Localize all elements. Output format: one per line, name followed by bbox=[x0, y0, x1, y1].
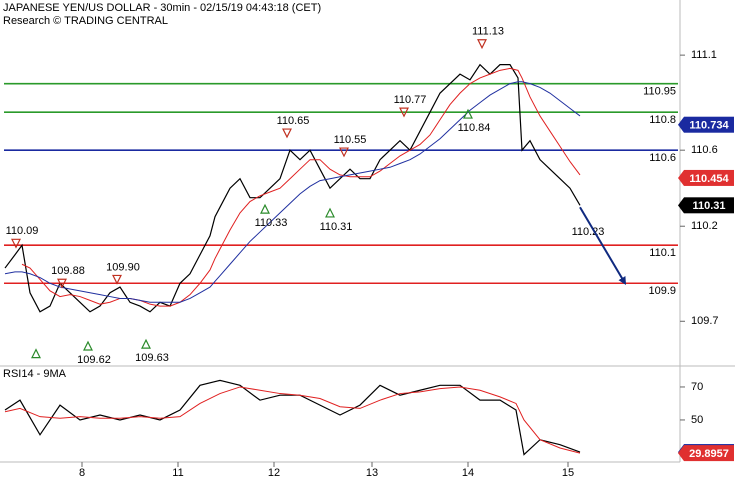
x-tick-label: 13 bbox=[366, 467, 378, 479]
price-marker bbox=[684, 169, 734, 186]
price-marker-tip bbox=[678, 445, 684, 462]
x-tick-label: 15 bbox=[562, 467, 574, 479]
pivot-label: 110.84 bbox=[458, 122, 491, 134]
pivot-label: 109.63 bbox=[135, 352, 169, 364]
x-tick-label: 11 bbox=[172, 467, 183, 479]
x-tick-label: 12 bbox=[268, 467, 280, 479]
level-label: 109.9 bbox=[648, 285, 676, 297]
price-marker bbox=[684, 445, 734, 462]
pivot-label: 110.65 bbox=[277, 115, 310, 127]
x-tick-label: 8 bbox=[79, 467, 85, 479]
y-tick-label: 70 bbox=[691, 381, 703, 393]
series-line bbox=[4, 386, 581, 454]
pivot-marker bbox=[260, 203, 270, 214]
level-label: 110.6 bbox=[649, 152, 676, 164]
pivot-label: 110.77 bbox=[394, 94, 427, 106]
pivot-marker bbox=[31, 348, 41, 359]
price-marker-label: 110.454 bbox=[689, 173, 729, 185]
pivot-marker bbox=[463, 108, 473, 119]
pivot-marker bbox=[282, 128, 292, 139]
chart-subtitle: Research © TRADING CENTRAL bbox=[3, 15, 168, 27]
pivot-marker bbox=[141, 338, 151, 349]
y-tick-label: 110.6 bbox=[691, 144, 718, 156]
pivot-marker bbox=[112, 274, 122, 285]
price-marker-label: 110.734 bbox=[689, 120, 729, 132]
y-tick-label: 50 bbox=[691, 414, 703, 426]
pivot-label: 109.88 bbox=[51, 265, 85, 277]
pivot-label: 110.23 bbox=[572, 226, 605, 238]
price-marker-tip bbox=[678, 169, 684, 186]
series-line bbox=[21, 67, 581, 307]
pivot-marker bbox=[57, 278, 67, 289]
pivot-label: 110.31 bbox=[320, 221, 353, 233]
pivot-label: 109.90 bbox=[106, 261, 140, 273]
pivot-marker bbox=[11, 238, 21, 249]
price-marker bbox=[684, 197, 734, 214]
pivot-marker bbox=[83, 340, 93, 351]
x-tick-label: 14 bbox=[462, 467, 474, 479]
price-marker-label: 29.8957 bbox=[689, 448, 729, 460]
pivot-label: 111.13 bbox=[472, 26, 504, 38]
pivot-label: 110.09 bbox=[6, 225, 39, 237]
series-line bbox=[4, 81, 581, 303]
pivot-marker bbox=[339, 147, 349, 158]
price-marker-label: 110.31 bbox=[692, 200, 725, 212]
price-marker-tip bbox=[678, 197, 684, 214]
pivot-marker bbox=[477, 39, 487, 50]
y-tick-label: 109.7 bbox=[691, 315, 719, 327]
price-marker bbox=[684, 116, 734, 133]
projection-arrow bbox=[579, 206, 627, 285]
pivot-label: 110.55 bbox=[334, 134, 367, 146]
pivot-label: 110.33 bbox=[255, 217, 288, 229]
pivot-marker bbox=[325, 207, 335, 218]
level-label: 110.8 bbox=[649, 114, 676, 126]
pivot-label: 109.62 bbox=[77, 354, 111, 366]
pivot-marker bbox=[399, 107, 409, 118]
y-tick-label: 110.2 bbox=[691, 220, 718, 232]
price-marker-tip bbox=[678, 116, 684, 133]
rsi-title: RSI14 - 9MA bbox=[3, 368, 67, 380]
y-tick-label: 111.1 bbox=[691, 49, 717, 61]
level-label: 110.95 bbox=[643, 86, 676, 98]
level-label: 110.1 bbox=[649, 247, 676, 259]
chart-title: JAPANESE YEN/US DOLLAR - 30min - 02/15/1… bbox=[3, 2, 321, 14]
